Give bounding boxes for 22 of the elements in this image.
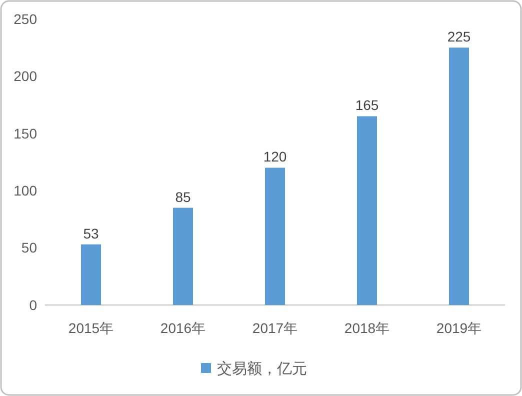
x-tick-label: 2017年	[252, 320, 298, 336]
bar	[173, 208, 193, 305]
bar	[265, 168, 285, 305]
legend-label: 交易额，亿元	[217, 360, 307, 378]
y-tick-label: 250	[14, 10, 38, 27]
y-tick-label: 150	[14, 125, 38, 142]
y-tick-label: 0	[29, 296, 38, 313]
x-tick-label: 2015年	[68, 320, 114, 336]
x-tick-label: 2016年	[160, 320, 206, 336]
y-tick-label: 200	[14, 68, 38, 84]
data-label: 53	[83, 225, 99, 242]
bar	[357, 116, 377, 305]
y-tick-label: 50	[21, 240, 38, 256]
data-label: 165	[355, 97, 379, 114]
x-tick-label: 2019年	[436, 320, 482, 336]
x-tick-label: 2018年	[344, 320, 390, 336]
data-label: 120	[263, 148, 287, 165]
data-label: 85	[175, 188, 191, 205]
data-label: 225	[447, 28, 471, 45]
bar	[81, 244, 101, 305]
y-tick-label: 100	[14, 182, 38, 198]
bar	[449, 48, 469, 305]
